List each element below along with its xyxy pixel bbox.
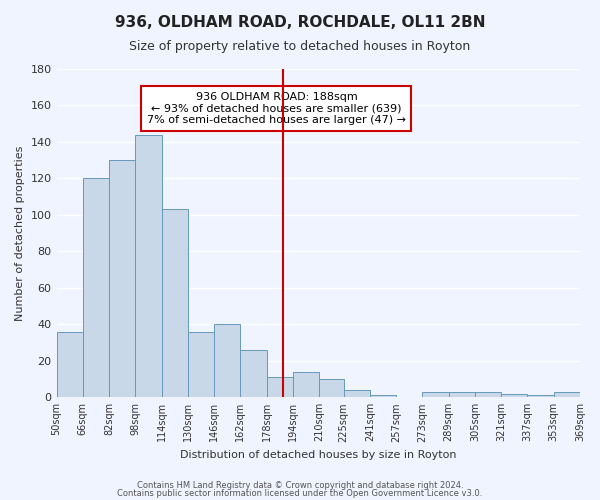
Bar <box>554 392 580 398</box>
Bar <box>161 210 188 398</box>
Bar <box>527 396 554 398</box>
Bar <box>344 390 370 398</box>
Bar <box>136 134 161 398</box>
Y-axis label: Number of detached properties: Number of detached properties <box>15 146 25 321</box>
Bar <box>109 160 136 398</box>
Bar <box>475 392 501 398</box>
Bar <box>241 350 266 398</box>
Bar <box>188 332 214 398</box>
Bar <box>293 372 319 398</box>
Bar <box>56 332 83 398</box>
Bar <box>449 392 475 398</box>
Text: Size of property relative to detached houses in Royton: Size of property relative to detached ho… <box>130 40 470 53</box>
Bar <box>370 396 396 398</box>
Bar <box>266 377 293 398</box>
Text: 936 OLDHAM ROAD: 188sqm
← 93% of detached houses are smaller (639)
7% of semi-de: 936 OLDHAM ROAD: 188sqm ← 93% of detache… <box>147 92 406 125</box>
Bar <box>214 324 241 398</box>
Bar <box>83 178 109 398</box>
X-axis label: Distribution of detached houses by size in Royton: Distribution of detached houses by size … <box>180 450 457 460</box>
Text: 936, OLDHAM ROAD, ROCHDALE, OL11 2BN: 936, OLDHAM ROAD, ROCHDALE, OL11 2BN <box>115 15 485 30</box>
Bar <box>319 379 344 398</box>
Bar <box>422 392 449 398</box>
Text: Contains HM Land Registry data © Crown copyright and database right 2024.: Contains HM Land Registry data © Crown c… <box>137 481 463 490</box>
Text: Contains public sector information licensed under the Open Government Licence v3: Contains public sector information licen… <box>118 488 482 498</box>
Bar <box>501 394 527 398</box>
